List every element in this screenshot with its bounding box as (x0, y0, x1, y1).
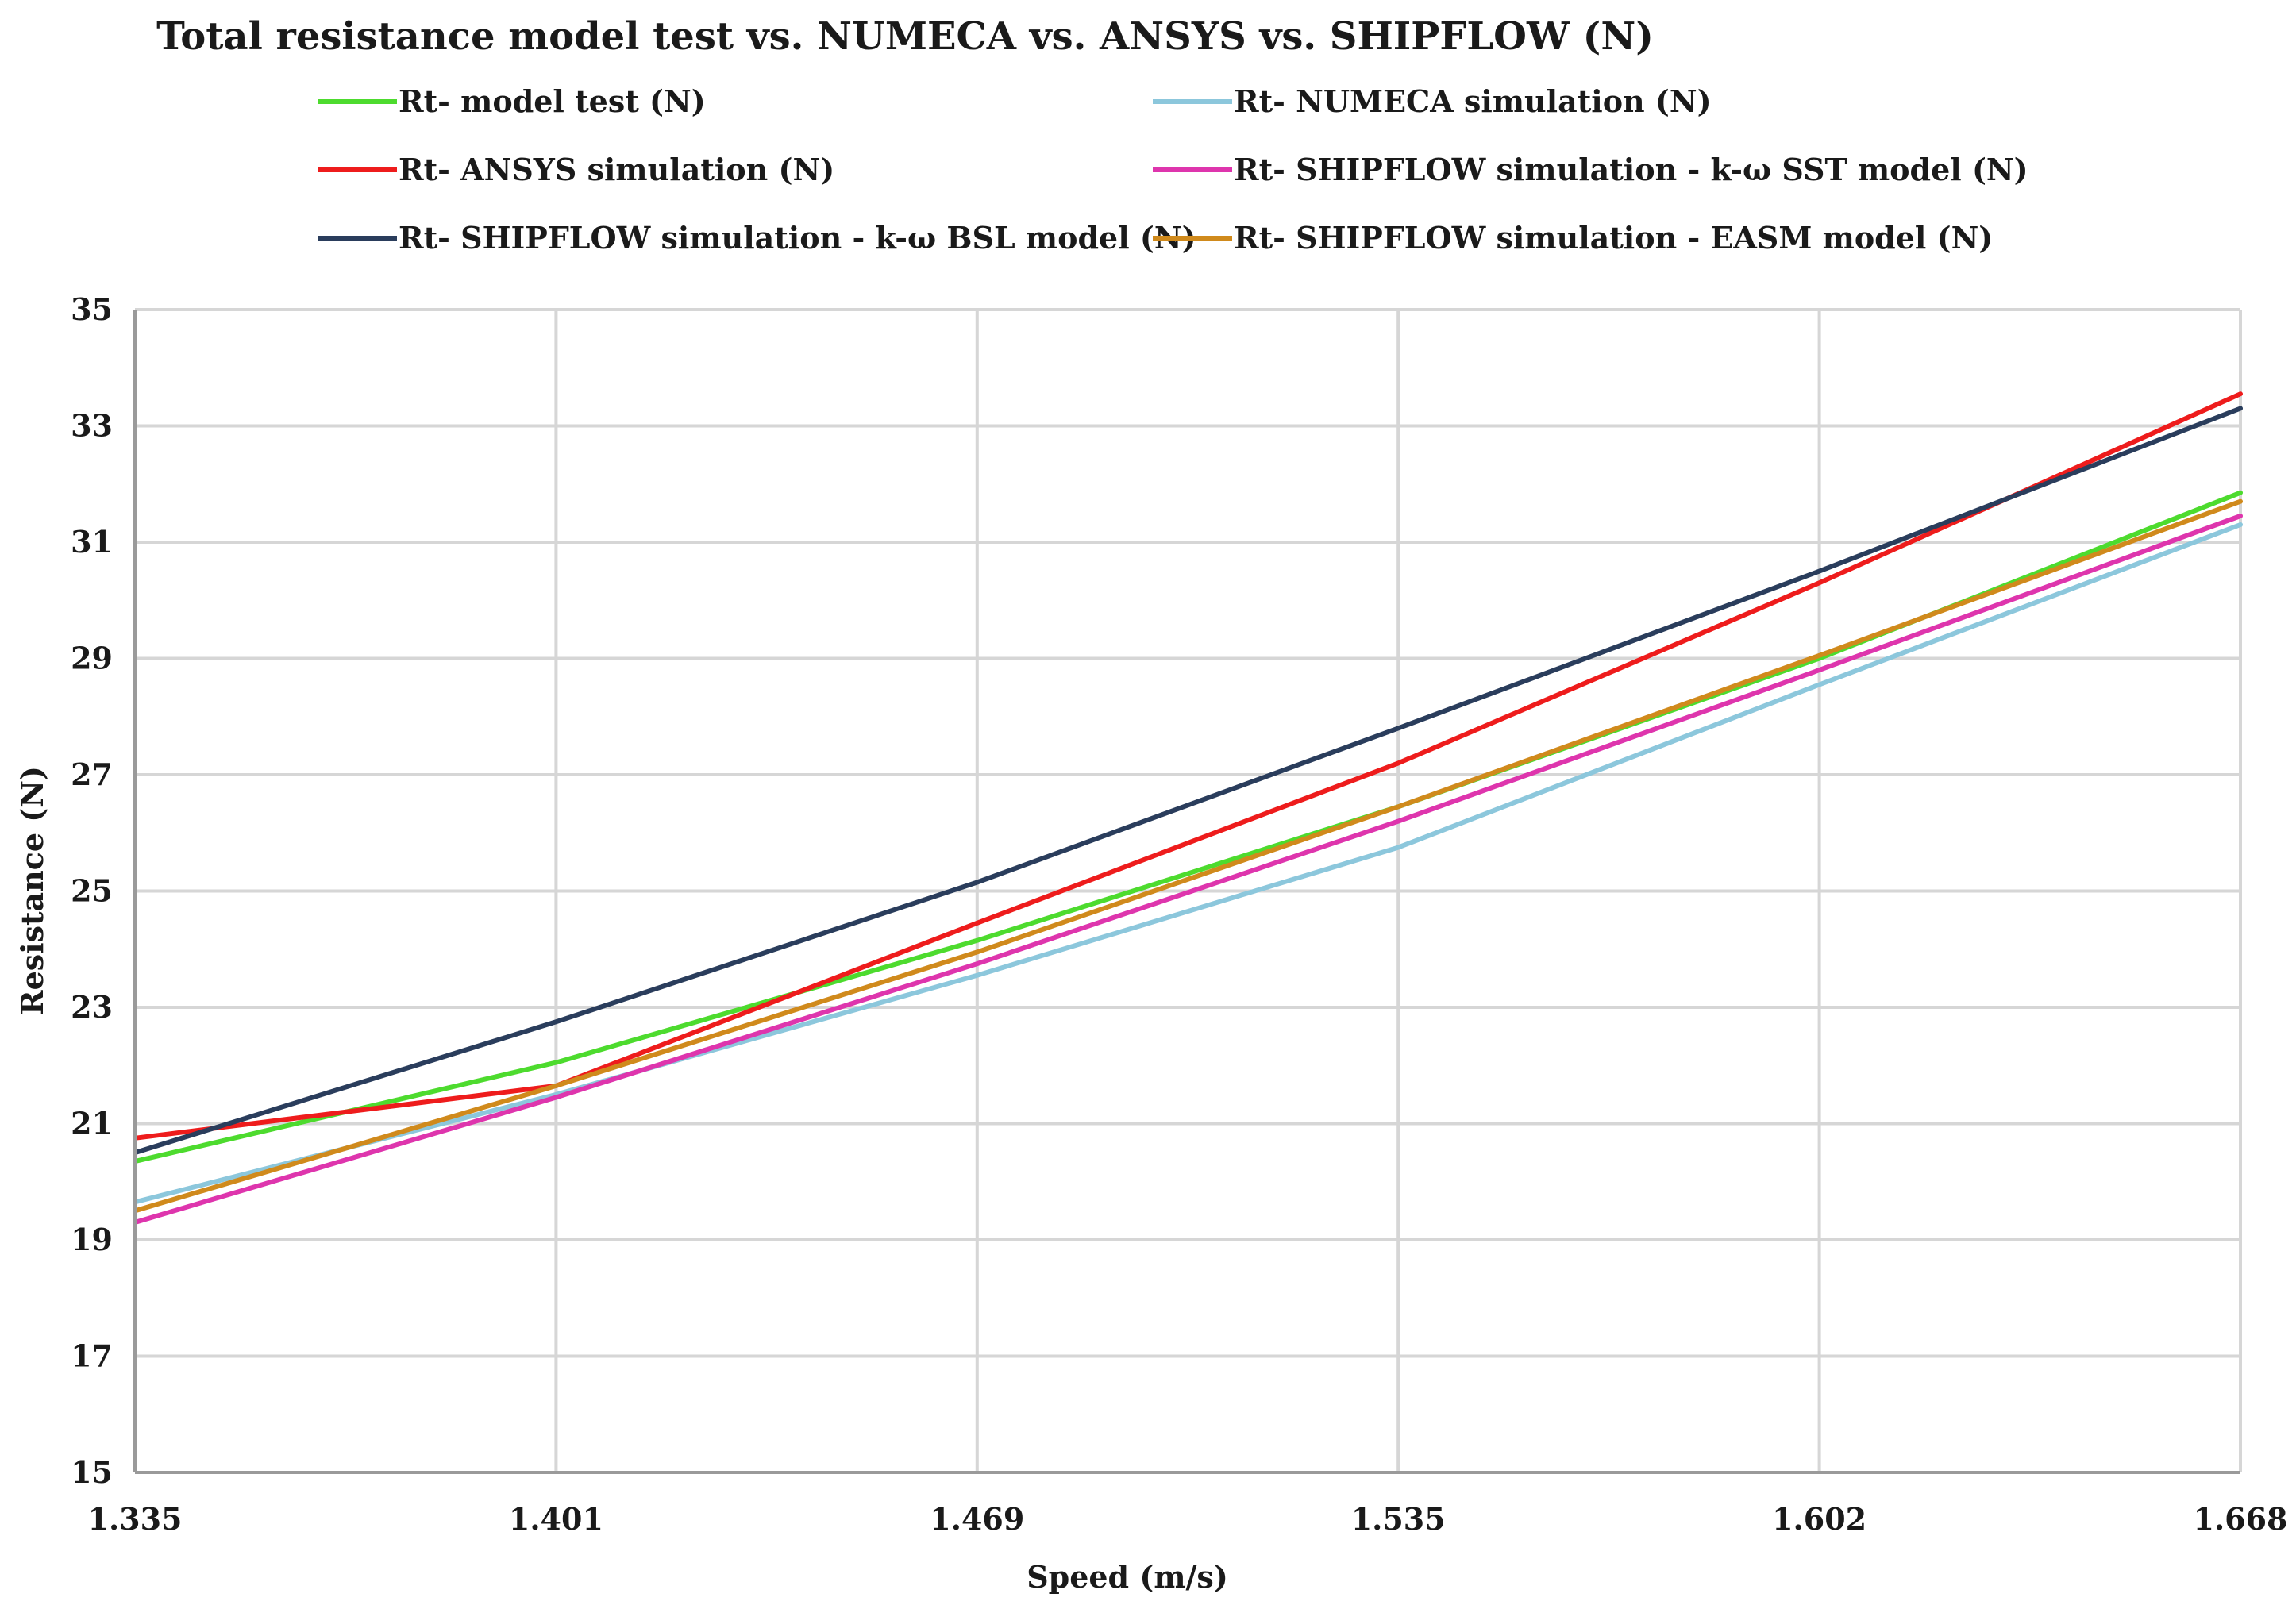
x-tick-label: 1.535 (1351, 1501, 1446, 1537)
series-line-4 (133, 514, 2243, 1225)
x-axis-ticks: 1.335 1.401 1.469 1.535 1.602 1.668 (88, 1501, 2288, 1537)
y-tick-label: 31 (71, 524, 113, 560)
axes (133, 310, 2240, 1474)
x-tick-label: 1.335 (88, 1501, 183, 1537)
x-tick-label: 1.401 (509, 1501, 603, 1537)
legend-label: Rt- NUMECA simulation (N) (1234, 83, 1712, 119)
legend-label: Rt- SHIPFLOW simulation - k-ω BSL model … (399, 220, 1196, 256)
series-line-5 (133, 406, 2243, 1156)
y-tick-label: 23 (71, 989, 113, 1025)
series-line-1 (133, 490, 2243, 1164)
series-line-3 (133, 391, 2243, 1141)
legend-label: Rt- ANSYS simulation (N) (399, 152, 834, 187)
series-group (133, 391, 2243, 1225)
x-tick-label: 1.602 (1772, 1501, 1866, 1537)
legend-label: Rt- SHIPFLOW simulation - k-ω SST model … (1234, 152, 2028, 187)
y-axis-ticks: 15 17 19 21 23 25 27 29 31 33 35 (71, 291, 113, 1490)
x-tick-label: 1.668 (2194, 1501, 2288, 1537)
legend-item: Rt- SHIPFLOW simulation - k-ω BSL model … (318, 220, 1196, 256)
legend-item: Rt- SHIPFLOW simulation - k-ω SST model … (1153, 152, 2028, 187)
y-axis-title: Resistance (N) (14, 766, 50, 1015)
y-tick-label: 33 (71, 408, 113, 444)
legend-item: Rt- NUMECA simulation (N) (1153, 83, 1712, 119)
chart-title: Total resistance model test vs. NUMECA v… (156, 14, 1654, 59)
legend-item: Rt- SHIPFLOW simulation - EASM model (N) (1153, 220, 1993, 256)
y-tick-label: 29 (71, 641, 113, 676)
legend-label: Rt- SHIPFLOW simulation - EASM model (N) (1234, 220, 1993, 256)
y-tick-label: 21 (71, 1106, 113, 1141)
x-tick-label: 1.469 (930, 1501, 1024, 1537)
y-tick-label: 17 (71, 1338, 113, 1374)
y-tick-label: 35 (71, 291, 113, 327)
y-tick-label: 19 (71, 1222, 113, 1257)
legend-item: Rt- model test (N) (318, 83, 706, 119)
y-tick-label: 15 (71, 1454, 113, 1490)
y-tick-label: 27 (71, 756, 113, 792)
legend-label: Rt- model test (N) (399, 83, 706, 119)
series-line-6 (133, 498, 2243, 1214)
x-axis-title: Speed (m/s) (1027, 1559, 1228, 1595)
legend: Rt- model test (N) Rt- NUMECA simulation … (318, 83, 2028, 256)
legend-item: Rt- ANSYS simulation (N) (318, 152, 834, 187)
series-line-2 (133, 522, 2243, 1205)
y-tick-label: 25 (71, 873, 113, 909)
